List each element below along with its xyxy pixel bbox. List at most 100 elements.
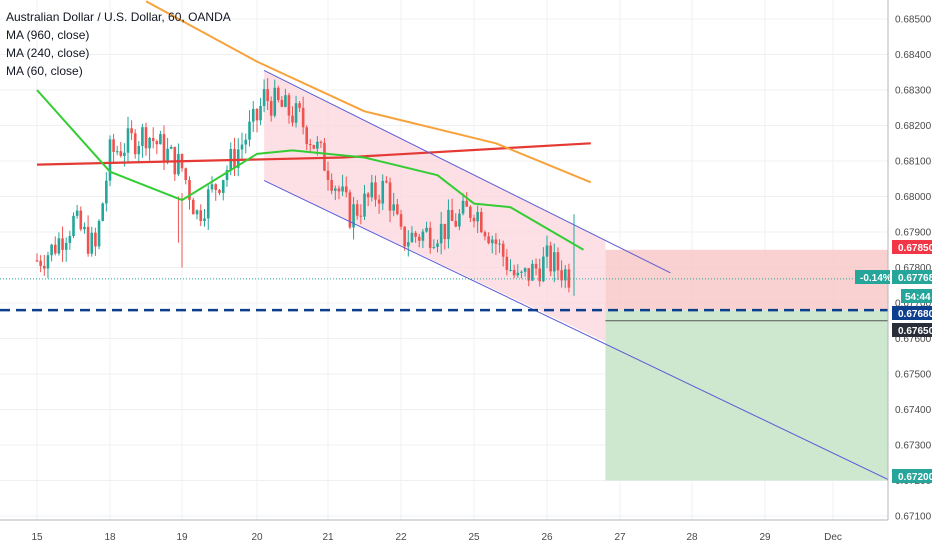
candle-body bbox=[251, 108, 255, 122]
candle-body bbox=[151, 138, 155, 142]
price-tick-label: 0.67700 bbox=[895, 299, 932, 310]
candle-body bbox=[108, 139, 112, 181]
candle-body bbox=[101, 203, 104, 221]
candle-body bbox=[162, 134, 166, 162]
candle-body bbox=[112, 139, 115, 152]
candle-body bbox=[39, 260, 42, 266]
candle-body bbox=[233, 148, 236, 168]
candle-body bbox=[57, 238, 61, 254]
candle-body bbox=[218, 189, 221, 193]
candle-body bbox=[294, 103, 298, 123]
candle-body bbox=[505, 256, 509, 270]
candle-body bbox=[97, 220, 101, 247]
candle-body bbox=[359, 215, 363, 217]
candle-body bbox=[166, 148, 169, 162]
candle-body bbox=[35, 260, 39, 262]
candle-body bbox=[259, 105, 262, 121]
candle-body bbox=[273, 87, 277, 116]
candle-body bbox=[225, 170, 229, 181]
candle-body bbox=[483, 232, 487, 237]
candle-body bbox=[221, 180, 225, 193]
channel-lines[interactable] bbox=[263, 70, 898, 485]
candle-body bbox=[64, 242, 68, 250]
candle-body bbox=[523, 268, 527, 272]
candle-body bbox=[337, 188, 341, 192]
candle-body bbox=[381, 180, 385, 204]
position-zones bbox=[605, 249, 898, 481]
candle-body bbox=[472, 217, 476, 222]
time-tick-label: 28 bbox=[686, 532, 698, 543]
candle-body bbox=[542, 256, 545, 282]
legend-ma-60[interactable]: MA (60, close) bbox=[6, 64, 83, 78]
price-tag-low: 0.67650 bbox=[892, 323, 932, 337]
candle-body bbox=[370, 182, 374, 198]
candle-body bbox=[374, 182, 377, 200]
price-tick-label: 0.68100 bbox=[895, 157, 932, 168]
candle-body bbox=[277, 87, 280, 100]
price-axis-ticks: 0.68500 0.68400 0.68300 0.68200 0.68100 0.680… bbox=[895, 15, 932, 523]
candle-body bbox=[403, 226, 406, 247]
candle-body bbox=[280, 99, 284, 107]
candle-body bbox=[520, 271, 523, 273]
candle-body bbox=[262, 89, 266, 106]
price-tick-label: 0.67500 bbox=[895, 370, 932, 381]
time-axis[interactable]: 15 18 19 20 21 22 25 26 27 28 29 Dec bbox=[0, 519, 888, 543]
candle-body bbox=[159, 134, 162, 145]
channel-fill bbox=[264, 70, 606, 342]
legend-ma-240[interactable]: MA (240, close) bbox=[6, 46, 90, 60]
price-tick-label: 0.67100 bbox=[895, 512, 932, 523]
candle-body bbox=[425, 227, 428, 232]
candles bbox=[35, 78, 575, 296]
candle-body bbox=[123, 152, 126, 156]
time-tick-label: 21 bbox=[322, 532, 334, 543]
candle-body bbox=[396, 204, 399, 215]
candle-body bbox=[490, 239, 494, 244]
price-tick-label: 0.67400 bbox=[895, 405, 932, 416]
price-tick-label: 0.67300 bbox=[895, 441, 932, 452]
candle-body bbox=[407, 242, 410, 247]
candle-body bbox=[248, 121, 251, 140]
price-tick-label: 0.68200 bbox=[895, 121, 932, 132]
price-tag-target-lower: 0.67200 bbox=[892, 469, 932, 483]
candle-body bbox=[61, 238, 64, 250]
candle-body bbox=[308, 144, 312, 146]
candle-body bbox=[556, 252, 560, 271]
candle-body bbox=[46, 255, 50, 269]
candle-body bbox=[191, 199, 195, 215]
candle-body bbox=[155, 141, 159, 145]
countdown-text: 54:44 bbox=[905, 292, 931, 303]
time-tick-label: 22 bbox=[395, 532, 407, 543]
moving-averages bbox=[36, 0, 592, 251]
candle-body bbox=[436, 243, 439, 247]
price-tag-current: -0.14% 0.67768 bbox=[855, 270, 932, 284]
target-lower-price-text: 0.67200 bbox=[898, 472, 932, 483]
price-tag-target-upper-text: 0.67850 bbox=[898, 243, 932, 254]
legend-ma-960[interactable]: MA (960, close) bbox=[6, 28, 90, 42]
candle-body bbox=[240, 144, 244, 150]
candle-body bbox=[567, 269, 571, 288]
take-profit-zone bbox=[605, 310, 898, 481]
time-tick-label: 18 bbox=[104, 532, 116, 543]
low-price-text: 0.67650 bbox=[898, 326, 932, 337]
candle-body bbox=[352, 204, 355, 228]
candle-body bbox=[355, 204, 359, 216]
candle-body bbox=[454, 220, 458, 227]
candle-body bbox=[527, 268, 531, 281]
symbol-title[interactable]: Australian Dollar / U.S. Dollar, 60, OAN… bbox=[6, 10, 231, 24]
candle-body bbox=[443, 223, 447, 240]
candle-body bbox=[269, 101, 273, 116]
candle-body bbox=[432, 246, 436, 248]
candle-body bbox=[330, 180, 333, 191]
candle-body bbox=[417, 236, 421, 241]
candle-body bbox=[334, 188, 337, 191]
candle-body bbox=[319, 141, 323, 143]
candle-body bbox=[366, 193, 370, 198]
candle-body bbox=[410, 232, 414, 243]
candle-body bbox=[284, 95, 287, 107]
candle-body bbox=[105, 180, 108, 204]
candle-body bbox=[469, 206, 472, 218]
candle-body bbox=[377, 199, 381, 204]
candle-body bbox=[447, 209, 450, 240]
